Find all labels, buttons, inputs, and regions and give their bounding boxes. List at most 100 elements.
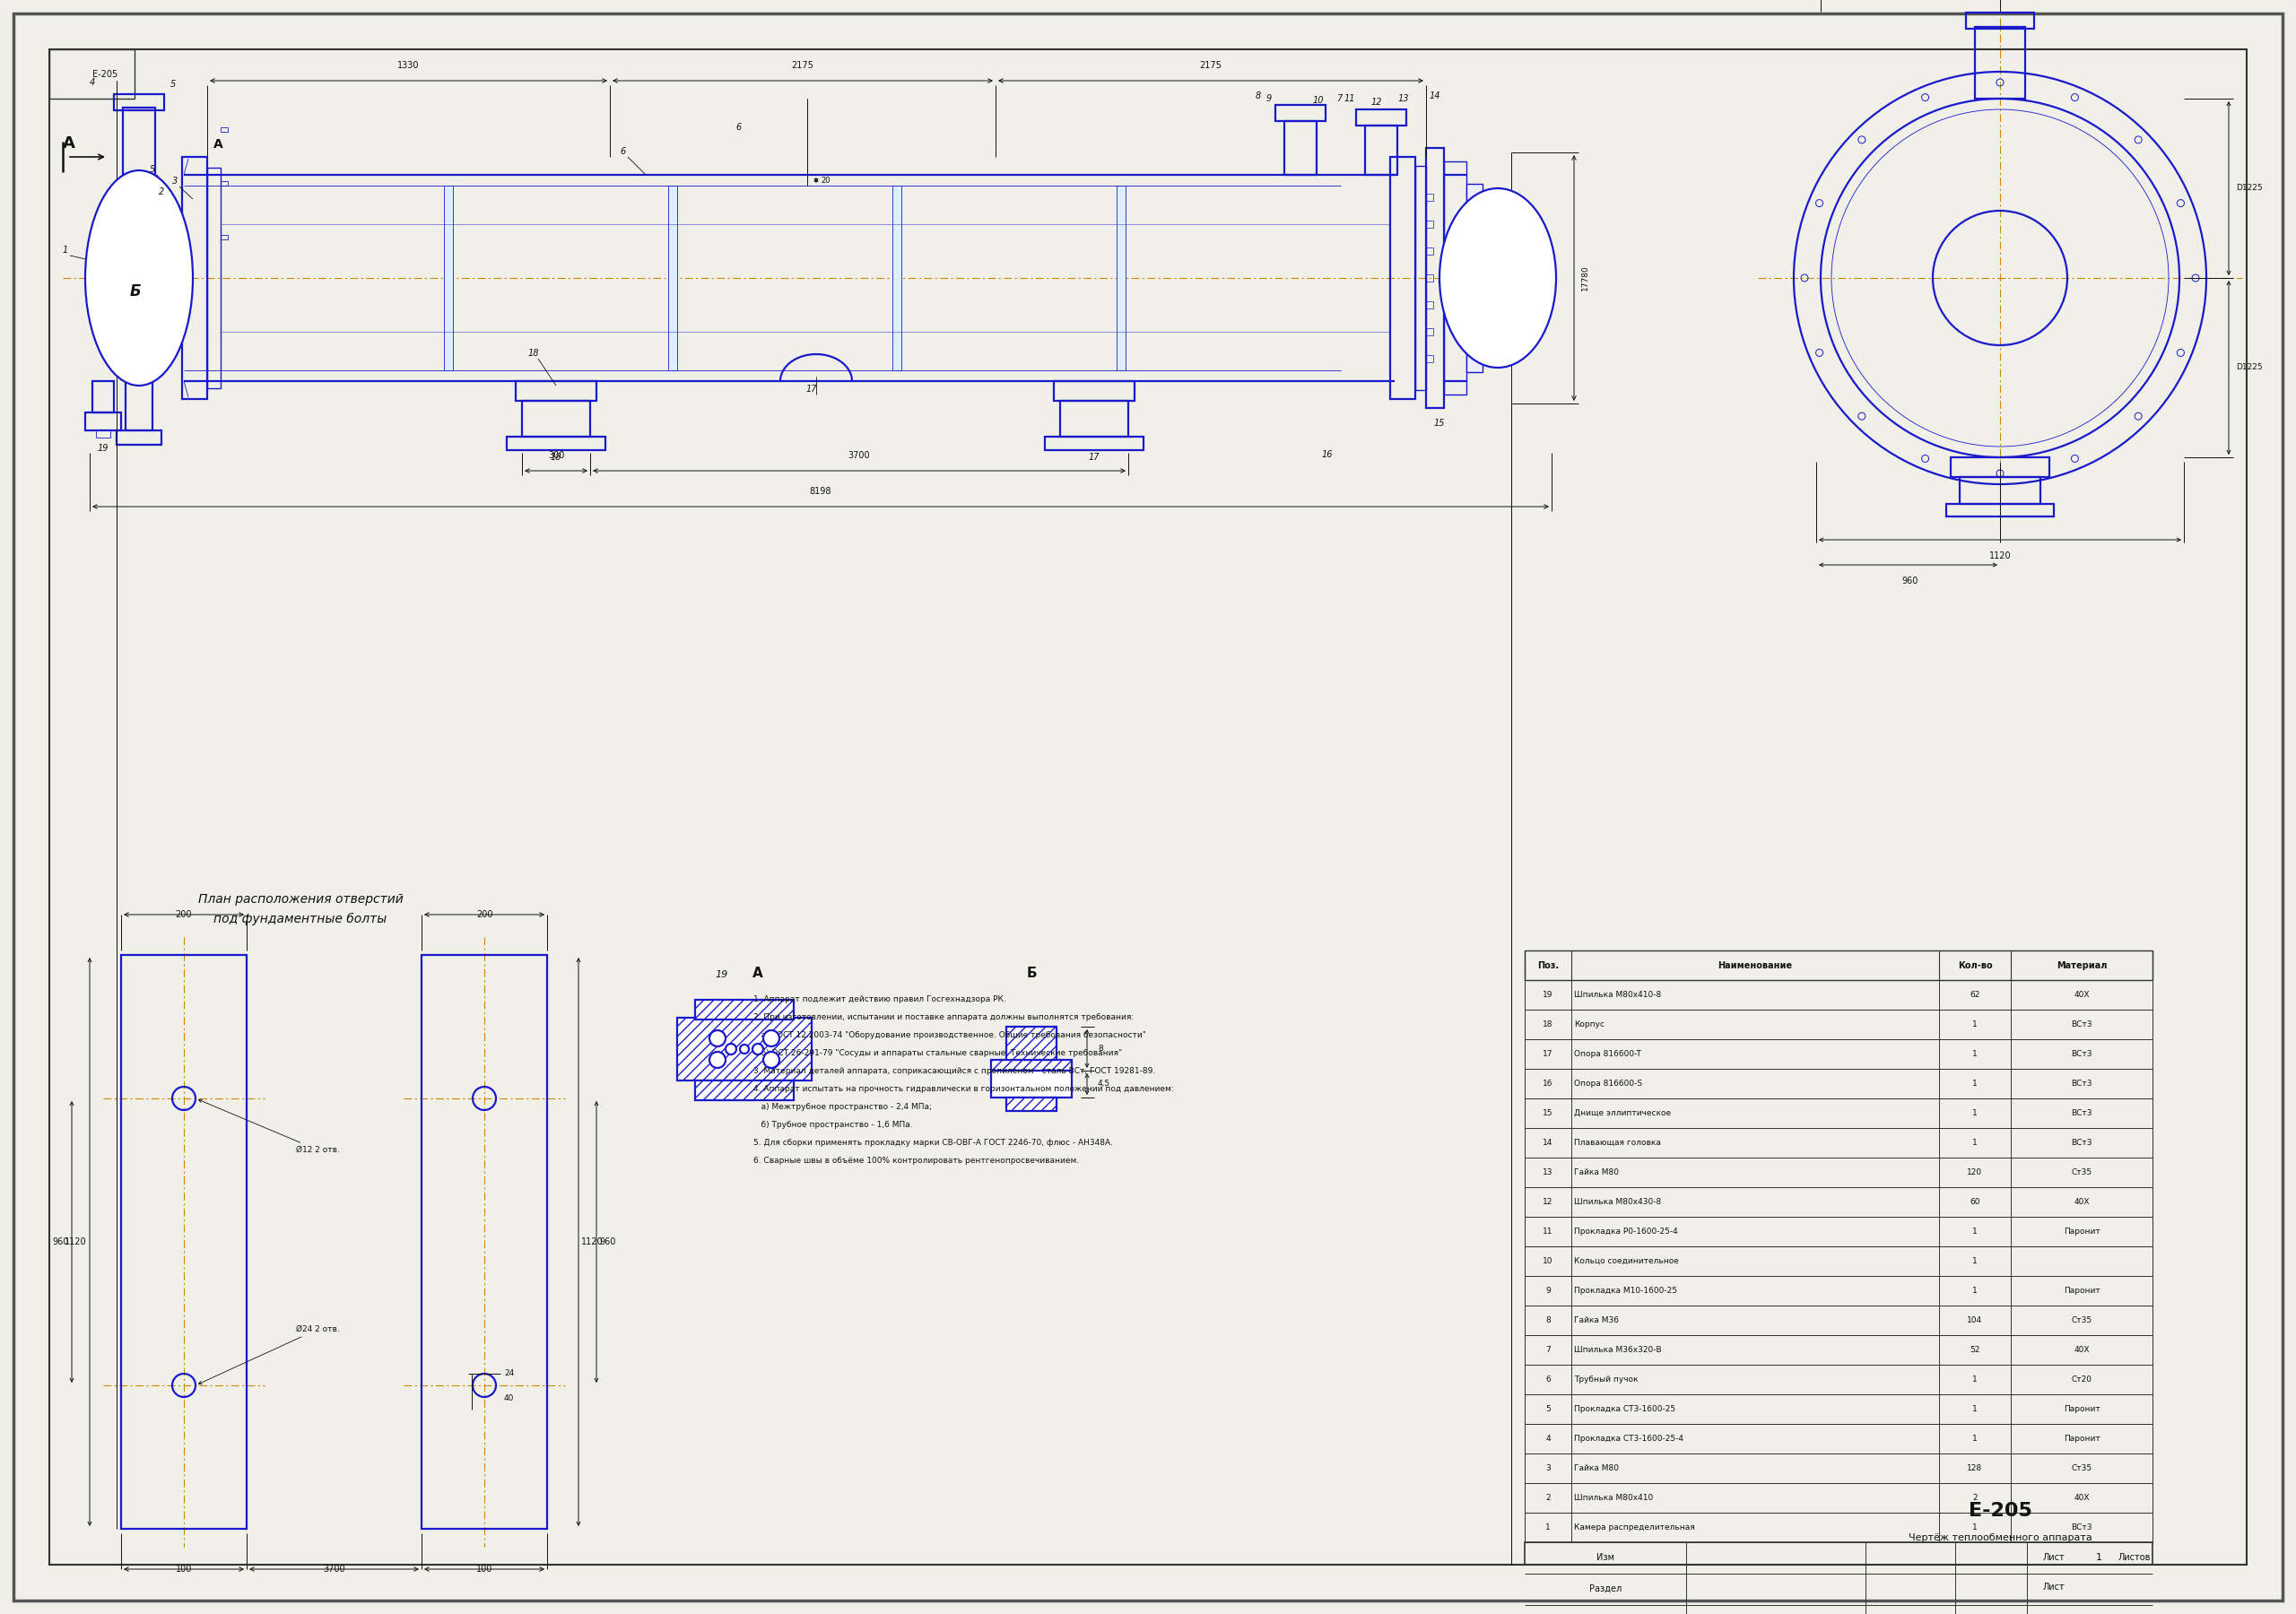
Bar <box>1283 121 1316 174</box>
Bar <box>1975 27 2025 98</box>
Bar <box>696 999 794 1020</box>
Bar <box>85 413 122 431</box>
Text: 200: 200 <box>174 910 193 918</box>
Bar <box>1525 1188 2154 1217</box>
Text: Б: Б <box>1026 967 1035 980</box>
Text: 11: 11 <box>1543 1228 1552 1236</box>
Circle shape <box>739 1044 748 1054</box>
Text: ВСт3: ВСт3 <box>2071 1109 2092 1117</box>
Bar <box>1525 1277 2154 1306</box>
Text: 12: 12 <box>1371 98 1382 107</box>
Text: 14: 14 <box>1430 92 1440 100</box>
Text: Ст35: Ст35 <box>2071 1464 2092 1472</box>
Text: Гайка М80: Гайка М80 <box>1575 1464 1619 1472</box>
Text: 52: 52 <box>1970 1346 1979 1354</box>
Text: 9: 9 <box>1545 1286 1550 1294</box>
Text: 40Х: 40Х <box>2073 991 2089 999</box>
Text: 960: 960 <box>1901 576 1919 586</box>
Bar <box>126 381 152 431</box>
Text: Шпилька М36х320-В: Шпилька М36х320-В <box>1575 1346 1662 1354</box>
Bar <box>1116 186 1125 370</box>
Text: 3. Материал деталей аппарата, соприкасающийся с пропиленом - сталь ВСт, ГОСТ 192: 3. Материал деталей аппарата, соприкасаю… <box>753 1067 1155 1075</box>
Text: 1: 1 <box>1972 1286 1977 1294</box>
Text: 18: 18 <box>1543 1020 1552 1028</box>
Text: Ст20: Ст20 <box>2071 1375 2092 1383</box>
Bar <box>1045 437 1143 450</box>
Bar <box>1947 504 2055 516</box>
Bar <box>96 431 110 437</box>
Text: Поз.: Поз. <box>1538 960 1559 970</box>
Text: а) Межтрубное пространство - 2,4 МПа;: а) Межтрубное пространство - 2,4 МПа; <box>753 1102 932 1110</box>
Text: б) ОСТ 26-291-79 "Сосуды и аппараты стальные сварные. Технические требования": б) ОСТ 26-291-79 "Сосуды и аппараты стал… <box>753 1049 1123 1057</box>
Text: 1: 1 <box>1972 1080 1977 1088</box>
Text: 104: 104 <box>1968 1317 1984 1325</box>
Text: 15: 15 <box>1435 418 1444 428</box>
Text: Прокладка СТ3-1600-25-4: Прокладка СТ3-1600-25-4 <box>1575 1435 1683 1443</box>
Bar <box>1426 221 1433 228</box>
Bar <box>1426 247 1433 255</box>
Text: 16: 16 <box>1322 450 1334 458</box>
Text: 8: 8 <box>1256 92 1261 100</box>
Text: 1: 1 <box>1972 1406 1977 1414</box>
Text: 1: 1 <box>1972 1524 1977 1532</box>
Bar <box>1426 194 1433 200</box>
Text: Корпус: Корпус <box>1575 1020 1605 1028</box>
Ellipse shape <box>85 171 193 386</box>
Text: 19: 19 <box>96 444 108 454</box>
Text: Материал: Материал <box>2057 960 2108 970</box>
Text: 40Х: 40Х <box>2073 1346 2089 1354</box>
Bar <box>1426 302 1433 308</box>
Text: Ст35: Ст35 <box>2071 1317 2092 1325</box>
Bar <box>1389 157 1414 399</box>
Text: 6: 6 <box>735 123 742 132</box>
Text: 4: 4 <box>90 77 96 87</box>
Text: Шпилька М80х410-8: Шпилька М80х410-8 <box>1575 991 1662 999</box>
Bar <box>422 955 546 1528</box>
Bar <box>443 186 452 370</box>
Text: 5. Для сборки применять прокладку марки СВ-ОВГ-А ГОСТ 2246-70, флюс - АН348А.: 5. Для сборки применять прокладку марки … <box>753 1139 1114 1148</box>
Bar <box>696 1080 794 1101</box>
Text: 18: 18 <box>551 454 563 462</box>
Bar <box>1525 1157 2154 1188</box>
Text: Б: Б <box>131 284 142 300</box>
Text: 40Х: 40Х <box>2073 1198 2089 1206</box>
Text: Лист: Лист <box>2043 1553 2064 1562</box>
Bar <box>48 50 135 98</box>
Text: 1: 1 <box>1972 1020 1977 1028</box>
Bar <box>1965 13 2034 29</box>
Text: Прокладка СТ3-1600-25: Прокладка СТ3-1600-25 <box>1575 1406 1676 1414</box>
Text: 6. Сварные швы в объёме 100% контролировать рентгенопросвечиванием.: 6. Сварные швы в объёме 100% контролиров… <box>753 1157 1079 1165</box>
Text: 2: 2 <box>158 187 165 197</box>
Bar <box>668 186 677 370</box>
Circle shape <box>753 1044 762 1054</box>
Text: 8: 8 <box>1097 1044 1102 1052</box>
Text: 960: 960 <box>53 1238 69 1246</box>
Text: а) ГОСТ 12.2003-74 "Оборудование производственное. Общие требования безопасности: а) ГОСТ 12.2003-74 "Оборудование произво… <box>753 1031 1146 1039</box>
Text: Ø12 2 отв.: Ø12 2 отв. <box>197 1099 340 1154</box>
Circle shape <box>726 1044 737 1054</box>
Text: 1120: 1120 <box>1988 552 2011 560</box>
Circle shape <box>709 1052 726 1068</box>
Bar <box>1054 381 1134 400</box>
Text: 100: 100 <box>174 1564 193 1574</box>
Text: 18: 18 <box>528 349 540 358</box>
Text: 40: 40 <box>505 1394 514 1403</box>
Text: 1: 1 <box>62 245 69 255</box>
Text: 4. Аппарат испытать на прочность гидравлически в горизонтальном положении под да: 4. Аппарат испытать на прочность гидравл… <box>753 1085 1173 1093</box>
Text: 128: 128 <box>1968 1464 1984 1472</box>
Text: 1. Аппарат подлежит действию правил Госгехнадзора РК.: 1. Аппарат подлежит действию правил Госг… <box>753 996 1006 1004</box>
Text: Прокладка М10-1600-25: Прокладка М10-1600-25 <box>1575 1286 1676 1294</box>
Text: 5: 5 <box>149 165 156 174</box>
Bar <box>1525 1512 2154 1543</box>
Text: 40Х: 40Х <box>2073 1495 2089 1503</box>
Bar <box>1525 980 2154 1010</box>
Text: Паронит: Паронит <box>2064 1286 2101 1294</box>
Bar <box>115 94 163 110</box>
Text: Плавающая головка: Плавающая головка <box>1575 1139 1660 1148</box>
Bar <box>1426 328 1433 336</box>
Text: 1120: 1120 <box>64 1238 87 1246</box>
Text: Листов: Листов <box>2119 1553 2151 1562</box>
Text: 7: 7 <box>1545 1346 1550 1354</box>
Text: 1: 1 <box>1972 1139 1977 1148</box>
Text: Паронит: Паронит <box>2064 1435 2101 1443</box>
